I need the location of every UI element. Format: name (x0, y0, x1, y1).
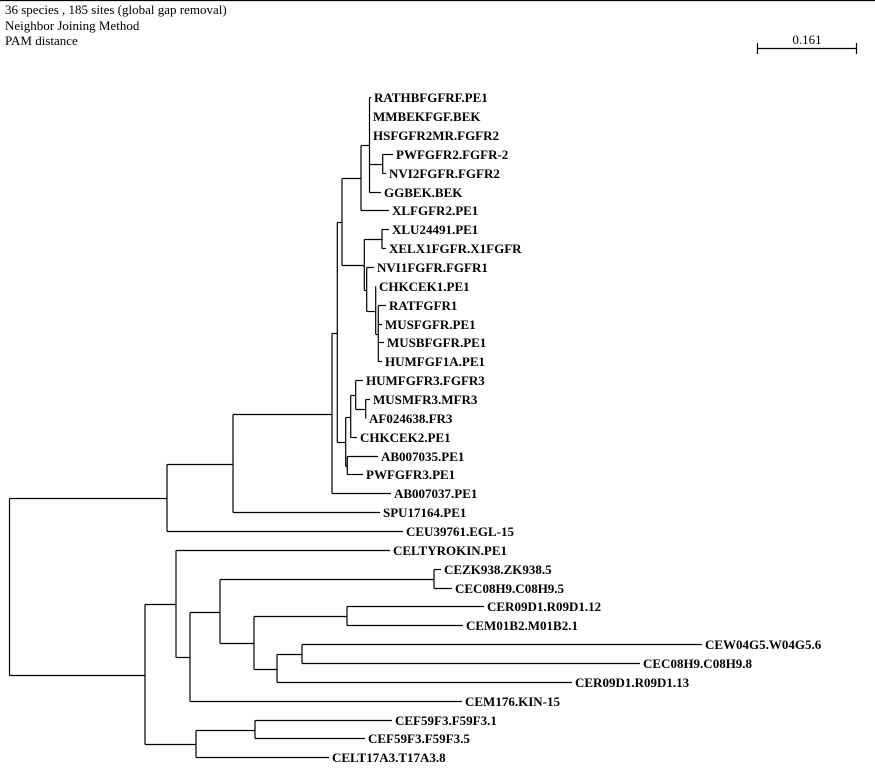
header-distance: PAM distance (5, 33, 78, 48)
leaf-label: AB007035.PE1 (381, 449, 464, 464)
leaf-label: CEC08H9.C08H9.8 (643, 656, 753, 671)
leaf-label: CEZK938.ZK938.5 (444, 562, 552, 577)
leaf-label: MUSBFGFR.PE1 (387, 335, 486, 350)
leaf-label: HSFGFR2MR.FGFR2 (373, 128, 499, 143)
leaf-label: MMBEKFGF.BEK (373, 109, 481, 124)
leaf-label: GGBEK.BEK (384, 185, 463, 200)
leaf-label: PWFGFR2.FGFR-2 (396, 147, 508, 162)
leaf-label: CEM176.KIN-15 (465, 694, 560, 709)
leaf-label: CEM01B2.M01B2.1 (466, 618, 578, 633)
leaf-label: AF024638.FR3 (369, 411, 453, 426)
scale-bar-label: 0.161 (792, 32, 821, 47)
leaf-label: NVI1FGFR.FGFR1 (377, 260, 488, 275)
leaf-label: RATFGFR1 (389, 298, 457, 313)
leaf-label: XLU24491.PE1 (392, 222, 478, 237)
scale-bar: 0.161 (756, 32, 858, 54)
header-method: Neighbor Joining Method (5, 18, 140, 33)
leaf-label: NVI2FGFR.FGFR2 (389, 166, 500, 181)
leaf-label: HUMFGFR3.FGFR3 (366, 373, 485, 388)
leaf-label: CER09D1.R09D1.12 (487, 599, 601, 614)
leaf-label: CEF59F3.F59F3.5 (368, 731, 470, 746)
leaf-labels: RATHBFGFRF.PE1 MMBEKFGF.BEK HSFGFR2MR.FGFR… (332, 90, 822, 765)
leaf-label: CEC08H9.C08H9.5 (455, 581, 565, 596)
leaf-label: SPU17164.PE1 (383, 505, 466, 520)
leaf-label: XELX1FGFR.X1FGFR (389, 241, 522, 256)
leaf-label: PWFGFR3.PE1 (366, 467, 455, 482)
leaf-label: CEW04G5.W04G5.6 (705, 637, 822, 652)
leaf-label: HUMFGF1A.PE1 (385, 354, 485, 369)
leaf-label: XLFGFR2.PE1 (392, 203, 478, 218)
header-species-sites: 36 species , 185 sites (global gap remov… (5, 2, 227, 17)
leaf-label: CHKCEK1.PE1 (379, 279, 470, 294)
leaf-label: CHKCEK2.PE1 (360, 430, 451, 445)
leaf-label: CEU39761.EGL-15 (406, 524, 514, 539)
leaf-label: AB007037.PE1 (394, 486, 477, 501)
leaf-label: CER09D1.R09D1.13 (575, 675, 690, 690)
leaf-label: RATHBFGFRF.PE1 (374, 90, 488, 105)
leaf-label: CELTYROKIN.PE1 (393, 543, 507, 558)
leaf-label: MUSMFR3.MFR3 (373, 392, 478, 407)
branches (8, 96, 702, 759)
leaf-label: CEF59F3.F59F3.1 (395, 713, 497, 728)
leaf-label: CELT17A3.T17A3.8 (332, 750, 446, 765)
leaf-label: MUSFGFR.PE1 (385, 317, 476, 332)
